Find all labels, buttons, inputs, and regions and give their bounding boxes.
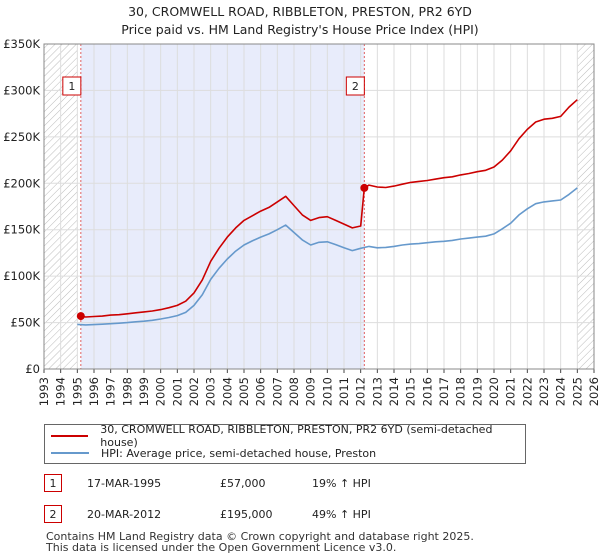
x-tick-label: 2022 — [520, 377, 534, 406]
y-tick-label: £350K — [3, 37, 40, 51]
x-tick-label: 2015 — [404, 377, 418, 406]
x-tick-label: 2008 — [287, 377, 301, 406]
property-price-line — [80, 99, 578, 318]
sale-label-box — [62, 76, 82, 96]
y-tick-label: £100K — [3, 269, 40, 283]
sale-label-number: 1 — [68, 80, 75, 93]
x-tick-label: 2004 — [220, 377, 234, 406]
legend-label-property: 30, CROMWELL ROAD, RIBBLETON, PRESTON, P… — [100, 423, 493, 449]
sale-hpi-change: 19% ↑ HPI — [312, 477, 371, 490]
legend-item-property: 30, CROMWELL ROAD, RIBBLETON, PRESTON, P… — [51, 423, 525, 449]
y-tick-label: £50K — [11, 316, 41, 330]
x-tick-label: 2016 — [420, 377, 434, 406]
legend-item-hpi: HPI: Average price, semi-detached house,… — [51, 445, 376, 461]
x-tick-label: 2014 — [387, 377, 401, 406]
x-tick-label: 2017 — [437, 377, 451, 406]
y-tick-label: £250K — [3, 130, 40, 144]
sale-number-badge: 2 — [44, 505, 62, 523]
x-tick-label: 2021 — [504, 377, 518, 406]
legend-swatch-hpi — [51, 452, 89, 454]
x-tick-label: 1999 — [137, 377, 151, 406]
ownership-shade — [80, 44, 365, 369]
plot-border — [43, 43, 595, 370]
chart-area: 1 2 £0 £50K £100K £150K £200K £250K £300K £350K 1… — [3, 37, 600, 406]
footer-licence: This data is licensed under the Open Gov… — [46, 541, 397, 554]
sale-point — [360, 183, 369, 192]
x-tick-label: 2026 — [587, 377, 600, 406]
x-tick-label: 2009 — [304, 377, 318, 406]
x-tick-label: 2024 — [554, 377, 568, 406]
y-tick-label: £0 — [25, 362, 40, 376]
x-tick-label: 1995 — [70, 377, 84, 406]
x-tick-label: 2012 — [354, 377, 368, 406]
x-tick-label: 2020 — [487, 377, 501, 406]
x-tick-label: 2005 — [237, 377, 251, 406]
sale-label-box — [345, 76, 365, 96]
hpi-line — [77, 187, 578, 326]
x-tick-label: 1996 — [87, 377, 101, 406]
x-tick-label: 1997 — [104, 377, 118, 406]
legend: 30, CROMWELL ROAD, RIBBLETON, PRESTON, P… — [44, 423, 526, 464]
x-tick-label: 1994 — [54, 377, 68, 406]
chart-subtitle: Price paid vs. HM Land Registry's House … — [121, 22, 479, 37]
hatched-region-end — [577, 44, 594, 369]
sale-label-number: 2 — [352, 80, 359, 93]
x-tick-label: 2025 — [570, 377, 584, 406]
sale-date: 20-MAR-2012 — [87, 508, 162, 521]
x-tick-label: 1993 — [37, 377, 51, 406]
x-tick-label: 2003 — [204, 377, 218, 406]
x-tick-label: 2011 — [337, 377, 351, 406]
y-tick-label: £150K — [3, 223, 40, 237]
sale-number-badge: 1 — [44, 474, 62, 492]
x-tick-label: 2007 — [270, 377, 284, 406]
sale-row: 1 17-MAR-1995 £57,000 19% ↑ HPI — [44, 474, 564, 494]
x-tick-label: 2001 — [170, 377, 184, 406]
sale-row: 2 20-MAR-2012 £195,000 49% ↑ HPI — [44, 505, 564, 525]
sale-hpi-change: 49% ↑ HPI — [312, 508, 371, 521]
footer: Contains HM Land Registry data © Crown c… — [46, 531, 474, 553]
y-tick-label: £200K — [3, 176, 40, 190]
x-tick-label: 2018 — [454, 377, 468, 406]
chart-title: 30, CROMWELL ROAD, RIBBLETON, PRESTON, P… — [128, 4, 472, 19]
sale-price: £195,000 — [220, 508, 273, 521]
x-tick-label: 2013 — [370, 377, 384, 406]
x-tick-label: 2019 — [470, 377, 484, 406]
x-tick-label: 2010 — [320, 377, 334, 406]
x-tick-label: 2006 — [254, 377, 268, 406]
sale-date: 17-MAR-1995 — [87, 477, 162, 490]
x-tick-label: 2002 — [187, 377, 201, 406]
x-tick-label: 1998 — [120, 377, 134, 406]
legend-label-hpi: HPI: Average price, semi-detached house,… — [101, 446, 377, 460]
x-tick-label: 2023 — [537, 377, 551, 406]
sale-point — [76, 312, 85, 321]
x-tick-label: 2000 — [154, 377, 168, 406]
legend-swatch-property — [51, 435, 89, 437]
sale-price: £57,000 — [220, 477, 266, 490]
y-tick-label: £300K — [3, 83, 40, 97]
footer-copyright: Contains HM Land Registry data © Crown c… — [46, 530, 474, 543]
